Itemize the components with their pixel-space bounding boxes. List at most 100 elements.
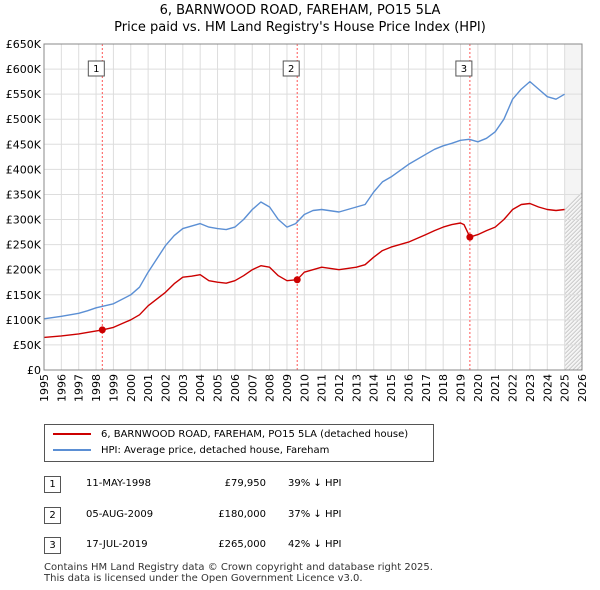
x-tick-label: 2021 <box>489 374 502 402</box>
legend-item-hpi: HPI: Average price, detached house, Fare… <box>53 443 329 459</box>
plot-frame <box>43 43 583 371</box>
x-tick-label: 2007 <box>246 374 259 402</box>
x-tick-label: 2025 <box>559 374 572 402</box>
sale-hpi-diff: 39% ↓ HPI <box>288 478 342 489</box>
hpi-line <box>43 80 565 320</box>
legend-item-property: 6, BARNWOOD ROAD, FAREHAM, PO15 5LA (det… <box>53 427 408 443</box>
y-tick-label: £650K <box>6 38 42 51</box>
x-tick-label: 2023 <box>524 374 537 402</box>
x-tick-label: 2016 <box>402 374 415 402</box>
sale-number-badge: 2 <box>44 507 61 524</box>
legend-label-hpi: HPI: Average price, detached house, Fare… <box>101 445 330 456</box>
sale-marker-box <box>282 60 300 77</box>
y-tick-label: £450K <box>6 138 42 151</box>
x-tick-label: 2019 <box>455 374 468 402</box>
x-tick-label: 2012 <box>333 374 346 402</box>
x-axis-ticks: 1995 1996 1997 1998 1999 2000 2001 2002 2003 2004… <box>38 374 589 402</box>
hatch-line <box>564 300 582 319</box>
plot-area <box>44 44 582 370</box>
legend-swatch-property <box>53 433 91 435</box>
sale-marker-box <box>455 60 473 77</box>
y-tick-label: £150K <box>6 289 42 302</box>
y-axis-ticks: £0 £50K £100K £150K £200K £250K £300K £350K £400… <box>6 38 42 377</box>
sale-point <box>293 276 301 284</box>
footer: Contains HM Land Registry data © Crown c… <box>44 562 433 584</box>
y-tick-label: £350K <box>6 188 42 201</box>
hatch-line <box>564 200 582 219</box>
x-tick-label: 1995 <box>38 374 51 402</box>
x-tick-label: 2004 <box>194 374 207 402</box>
x-tick-label: 2000 <box>125 374 138 402</box>
hatch-line <box>580 368 582 370</box>
x-tick-label: 2005 <box>212 374 225 402</box>
y-tick-label: £500K <box>6 113 42 126</box>
sale-date: 11-MAY-1998 <box>86 478 152 489</box>
legend: 6, BARNWOOD ROAD, FAREHAM, PO15 5LA (det… <box>44 424 434 462</box>
y-tick-label: £100K <box>6 314 42 327</box>
sale-row: 1 11-MAY-1998 £79,950 39% ↓ HPI <box>44 474 464 494</box>
sale-price: £79,950 <box>224 478 266 489</box>
footer-licence: This data is licensed under the Open Gov… <box>44 573 363 584</box>
sale-marker-number: 1 <box>93 64 99 75</box>
gridlines <box>43 43 583 371</box>
sale-points <box>98 233 474 334</box>
title-line-1: 6, BARNWOOD ROAD, FAREHAM, PO15 5LA <box>159 3 441 18</box>
x-tick-label: 1998 <box>90 374 103 402</box>
x-tick-label: 2011 <box>316 374 329 402</box>
series-lines <box>43 80 565 339</box>
sale-date: 05-AUG-2009 <box>86 509 154 520</box>
hatch-line <box>564 196 582 215</box>
legend-label-property: 6, BARNWOOD ROAD, FAREHAM, PO15 5LA (det… <box>101 429 409 440</box>
x-tick-label: 2018 <box>437 374 450 402</box>
hatch-line <box>585 44 600 370</box>
x-tick-label: 2013 <box>350 374 363 402</box>
sale-hpi-diff: 37% ↓ HPI <box>288 509 342 520</box>
x-tick-label: 1997 <box>73 374 86 402</box>
x-tick-label: 2015 <box>385 374 398 402</box>
sale-hpi-diff: 42% ↓ HPI <box>288 539 342 550</box>
x-tick-label: 2017 <box>420 374 433 402</box>
sale-marker-labels: 1 2 3 <box>87 60 473 77</box>
x-tick-label: 2024 <box>541 374 554 402</box>
hatch-line <box>564 304 582 323</box>
price-chart: 1 2 3 £0 £50K £100K £150K £200K £250K £300K £350K… <box>6 38 600 402</box>
hatch-line <box>564 204 582 223</box>
sale-price: £180,000 <box>218 509 266 520</box>
x-tick-label: 2020 <box>472 374 485 402</box>
x-tick-label: 2003 <box>177 374 190 402</box>
property-price-line <box>43 202 565 339</box>
hatch-line <box>564 308 582 327</box>
y-tick-label: £200K <box>6 264 42 277</box>
sale-point <box>98 326 106 334</box>
sale-price: £265,000 <box>218 539 266 550</box>
plot-border <box>43 43 583 371</box>
x-tick-label: 2001 <box>142 374 155 402</box>
title-line-2: Price paid vs. HM Land Registry's House … <box>114 20 486 35</box>
sale-row: 3 17-JUL-2019 £265,000 42% ↓ HPI <box>44 535 464 555</box>
y-tick-label: £0 <box>27 364 41 377</box>
sale-marker-number: 3 <box>461 64 467 75</box>
x-tick-label: 2006 <box>229 374 242 402</box>
hatch-line <box>593 44 600 370</box>
hatch-line <box>597 44 600 370</box>
y-tick-label: £550K <box>6 88 42 101</box>
hatch-line <box>589 44 600 370</box>
hatch-line <box>564 312 582 331</box>
forecast-hatch-region <box>564 44 600 370</box>
x-tick-label: 2022 <box>507 374 520 402</box>
y-tick-label: £300K <box>6 214 42 227</box>
plot-background <box>44 44 582 370</box>
sale-row: 2 05-AUG-2009 £180,000 37% ↓ HPI <box>44 505 464 525</box>
x-tick-label: 2026 <box>576 374 589 402</box>
legend-swatch-hpi <box>53 449 91 451</box>
y-tick-label: £600K <box>6 63 42 76</box>
footer-copyright: Contains HM Land Registry data © Crown c… <box>44 562 433 573</box>
x-tick-label: 2009 <box>281 374 294 402</box>
x-tick-label: 1999 <box>107 374 120 402</box>
sale-number-badge: 1 <box>44 476 61 493</box>
x-tick-label: 2008 <box>264 374 277 402</box>
x-tick-label: 1996 <box>55 374 68 402</box>
x-tick-label: 2010 <box>298 374 311 402</box>
sale-marker-number: 2 <box>288 64 294 75</box>
y-tick-label: £400K <box>6 163 42 176</box>
